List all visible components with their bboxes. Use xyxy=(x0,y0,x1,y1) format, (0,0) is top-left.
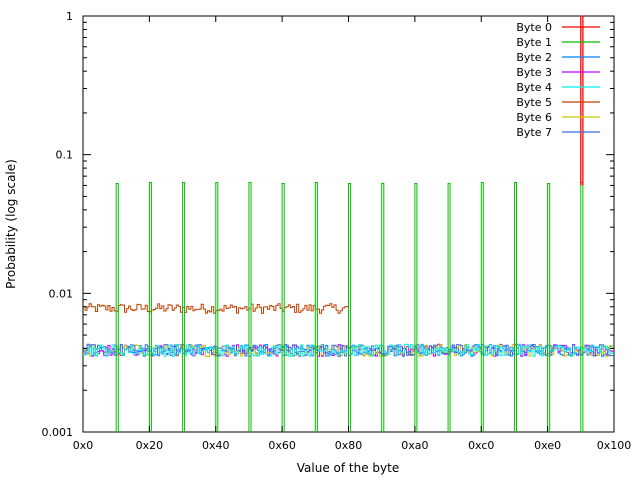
spike-mark xyxy=(447,183,451,432)
x-tick-label: 0x100 xyxy=(597,439,632,452)
legend-label: Byte 3 xyxy=(516,66,552,79)
spike-mark xyxy=(215,182,219,432)
x-tick-label: 0x80 xyxy=(335,439,363,452)
y-tick-label: 0.01 xyxy=(49,287,74,300)
x-tick-label: 0xc0 xyxy=(468,439,494,452)
legend-label: Byte 2 xyxy=(516,51,552,64)
spike-mark xyxy=(115,183,119,432)
y-tick-label: 0.001 xyxy=(42,426,74,439)
legend: Byte 0 Byte 1 Byte 2 Byte 3 Byte 4 Byte 5 Byte… xyxy=(516,21,600,139)
y-tick-label: 0.1 xyxy=(56,149,74,162)
legend-label: Byte 1 xyxy=(516,36,552,49)
spike-mark xyxy=(547,183,551,432)
x-ticks: 0x0 0x20 0x40 0x60 0x80 0xa0 0xc0 0xe0 0x100 xyxy=(73,16,632,452)
x-tick-label: 0x0 xyxy=(73,439,94,452)
y-axis-title: Probability (log scale) xyxy=(4,159,18,289)
legend-label: Byte 5 xyxy=(516,96,552,109)
legend-label: Byte 0 xyxy=(516,21,552,34)
spike-mark xyxy=(580,182,584,432)
legend-label: Byte 7 xyxy=(516,126,552,139)
spike-mark xyxy=(314,182,318,432)
spike-mark xyxy=(281,183,285,432)
series-byte-0 xyxy=(580,15,584,186)
x-tick-label: 0x40 xyxy=(202,439,230,452)
spike-mark xyxy=(248,182,252,432)
series-byte-1 xyxy=(115,182,584,432)
spike-mark xyxy=(480,182,484,432)
legend-label: Byte 4 xyxy=(516,81,552,94)
series-layer xyxy=(83,15,614,432)
x-axis-title: Value of the byte xyxy=(297,461,399,475)
y-ticks: 0.001 0.01 0.1 1 xyxy=(42,10,614,439)
spike-mark xyxy=(414,183,418,432)
spike-mark xyxy=(182,182,186,432)
legend-label: Byte 6 xyxy=(516,111,552,124)
spike-mark xyxy=(580,15,584,186)
spike-mark xyxy=(513,182,517,432)
x-tick-label: 0xa0 xyxy=(401,439,428,452)
spike-mark xyxy=(348,183,352,432)
spike-mark xyxy=(381,183,385,432)
spike-mark xyxy=(148,182,152,432)
x-tick-label: 0xe0 xyxy=(534,439,561,452)
x-tick-label: 0x20 xyxy=(136,439,164,452)
y-tick-label: 1 xyxy=(66,10,73,23)
x-tick-label: 0x60 xyxy=(268,439,296,452)
